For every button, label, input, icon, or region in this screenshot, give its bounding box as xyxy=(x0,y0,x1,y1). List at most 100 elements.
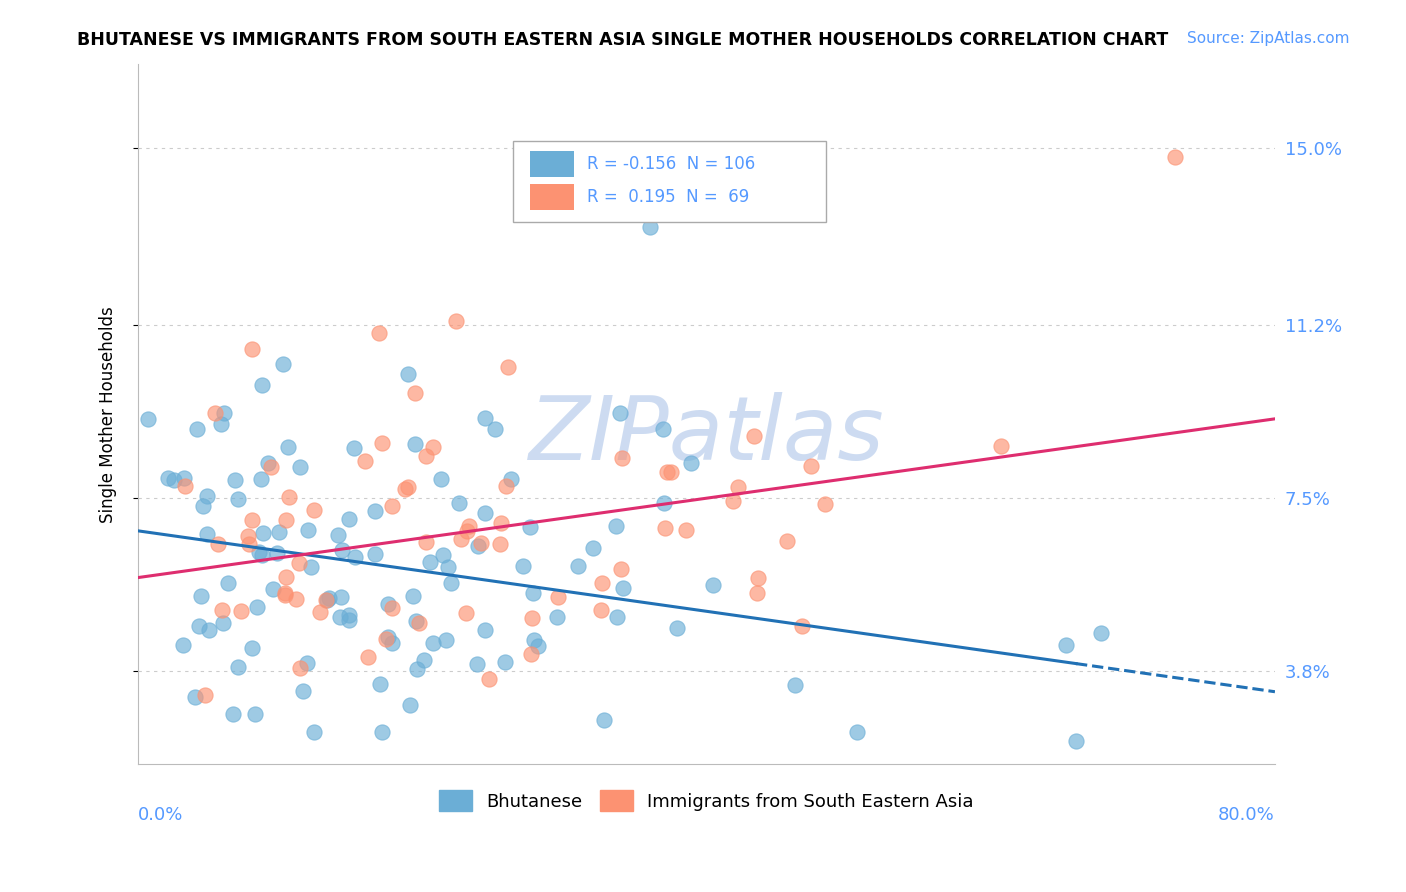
Point xyxy=(406,662,429,676)
Point xyxy=(250,378,273,392)
Point xyxy=(990,439,1012,453)
Point xyxy=(277,440,299,454)
Point xyxy=(297,523,319,537)
Point xyxy=(368,676,391,690)
Point xyxy=(450,533,472,547)
Point xyxy=(195,489,218,503)
Point xyxy=(495,479,517,493)
Point xyxy=(520,647,543,661)
Point xyxy=(292,684,315,698)
Point xyxy=(465,657,488,671)
Point xyxy=(226,492,249,507)
Point xyxy=(654,521,676,535)
Point xyxy=(250,472,273,486)
Point xyxy=(790,619,813,633)
Point xyxy=(546,609,568,624)
Point xyxy=(422,441,444,455)
Point xyxy=(444,314,467,328)
Point xyxy=(440,575,463,590)
Point xyxy=(814,497,837,511)
Point xyxy=(467,539,489,553)
Point xyxy=(315,593,337,607)
Point xyxy=(288,661,311,675)
Point xyxy=(799,458,821,473)
Point xyxy=(186,422,208,436)
Point xyxy=(229,604,252,618)
Point xyxy=(1090,626,1112,640)
Point xyxy=(612,451,634,466)
Point xyxy=(474,410,496,425)
Point xyxy=(527,639,550,653)
Point xyxy=(742,429,765,443)
Point xyxy=(238,536,260,550)
Point xyxy=(190,589,212,603)
Point xyxy=(582,541,605,555)
Text: ZIPatlas: ZIPatlas xyxy=(529,392,884,478)
Point xyxy=(519,520,541,534)
Point xyxy=(240,641,263,656)
Point xyxy=(266,547,288,561)
Point xyxy=(413,653,436,667)
Point xyxy=(276,513,298,527)
Point xyxy=(343,441,366,455)
Point xyxy=(398,479,420,493)
Point xyxy=(591,603,613,617)
Point xyxy=(775,533,797,548)
Point xyxy=(679,457,702,471)
Point xyxy=(274,585,297,599)
Point xyxy=(236,529,259,543)
Point xyxy=(194,688,217,702)
Point xyxy=(522,586,544,600)
Point xyxy=(415,535,437,549)
Point xyxy=(783,678,806,692)
Point xyxy=(512,558,534,573)
Point xyxy=(136,412,159,426)
Point xyxy=(328,528,350,542)
Point xyxy=(422,636,444,650)
Point xyxy=(247,545,270,559)
FancyBboxPatch shape xyxy=(530,151,574,178)
Point xyxy=(318,591,340,606)
Point xyxy=(211,603,233,617)
Point xyxy=(723,493,745,508)
Point xyxy=(651,422,673,436)
Point xyxy=(659,465,682,479)
Legend: Bhutanese, Immigrants from South Eastern Asia: Bhutanese, Immigrants from South Eastern… xyxy=(432,783,981,818)
Point xyxy=(330,542,353,557)
Point xyxy=(329,610,352,624)
Point xyxy=(499,472,522,486)
Text: BHUTANESE VS IMMIGRANTS FROM SOUTH EASTERN ASIA SINGLE MOTHER HOUSEHOLDS CORRELA: BHUTANESE VS IMMIGRANTS FROM SOUTH EASTE… xyxy=(77,31,1168,49)
Point xyxy=(434,633,457,648)
Point xyxy=(337,613,360,627)
Point xyxy=(273,588,295,602)
Y-axis label: Single Mother Households: Single Mother Households xyxy=(100,306,117,523)
Point xyxy=(494,655,516,669)
Point xyxy=(195,526,218,541)
Point xyxy=(224,473,246,487)
Point xyxy=(381,499,404,513)
Text: R = -0.156  N = 106: R = -0.156 N = 106 xyxy=(588,155,755,173)
Point xyxy=(284,591,307,606)
Point xyxy=(246,600,269,615)
Point xyxy=(304,503,326,517)
Point xyxy=(591,575,613,590)
Point xyxy=(371,724,394,739)
Point xyxy=(1054,638,1077,652)
Point xyxy=(191,500,214,514)
Point xyxy=(377,630,399,644)
Point xyxy=(309,605,332,619)
Point xyxy=(337,608,360,623)
Point xyxy=(375,632,398,646)
Point xyxy=(567,558,589,573)
Point xyxy=(394,482,416,496)
Point xyxy=(606,610,628,624)
Point xyxy=(745,585,768,599)
Point xyxy=(489,537,512,551)
Point xyxy=(605,519,627,533)
Point xyxy=(638,220,661,235)
Point xyxy=(271,357,294,371)
Text: Source: ZipAtlas.com: Source: ZipAtlas.com xyxy=(1187,31,1350,46)
Point xyxy=(262,582,284,596)
Point xyxy=(252,526,274,541)
Point xyxy=(470,536,492,550)
